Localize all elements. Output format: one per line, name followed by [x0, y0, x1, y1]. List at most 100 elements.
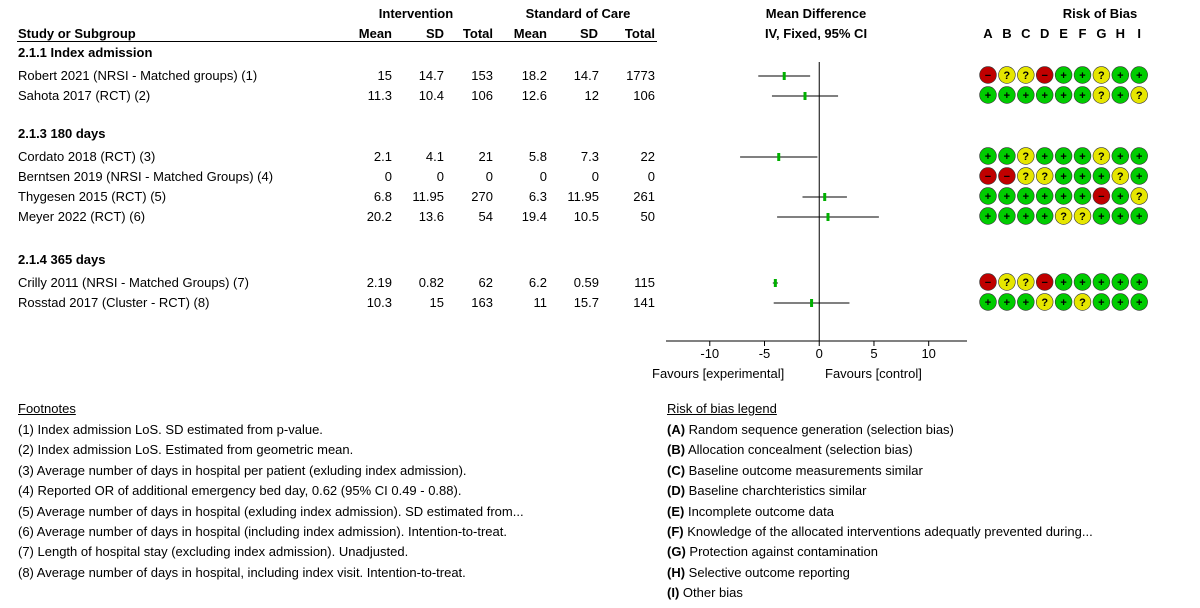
- col-total-2: Total: [624, 26, 655, 41]
- intervention-total: 0: [485, 169, 493, 184]
- rob-legend-text: Other bias: [682, 585, 743, 601]
- point-estimate: [777, 153, 781, 161]
- col-sd-2: SD: [579, 26, 598, 41]
- soc-sd: 12: [584, 88, 599, 103]
- rob-title: Risk of Bias: [1062, 6, 1138, 21]
- rob-dot-symbol: +: [1117, 297, 1123, 309]
- rob-dot-symbol: +: [985, 297, 991, 309]
- rob-legend-item: (I) Other bias: [667, 585, 743, 600]
- rob-dot-symbol: ?: [1098, 90, 1105, 102]
- soc-sd: 14.7: [573, 68, 599, 83]
- x-tick-label: 0: [816, 346, 823, 361]
- rob-dot-low: [1054, 66, 1073, 84]
- rob-letter-c: C: [1021, 26, 1031, 41]
- rob-letter-g: G: [1096, 26, 1107, 41]
- rob-dot-high: [979, 66, 997, 84]
- intervention-sd: 0.82: [418, 275, 444, 290]
- rob-dot-symbol: ?: [1136, 90, 1143, 102]
- rob-dot-symbol: +: [1041, 90, 1047, 102]
- rob-dot-low: [1130, 293, 1148, 311]
- rob-dot-low: [1111, 147, 1130, 165]
- intervention-mean: 20.2: [366, 209, 392, 224]
- rob-dot-unclear: [1017, 66, 1035, 84]
- rob-dot-symbol: −: [1041, 70, 1047, 82]
- intervention-mean: 2.19: [366, 275, 392, 290]
- col-total-1: Total: [462, 26, 493, 41]
- rob-legend-key: (F): [667, 524, 684, 539]
- rob-dot-symbol: +: [1117, 211, 1123, 223]
- rob-dot-symbol: +: [1098, 297, 1104, 309]
- rob-dot-symbol: +: [1098, 211, 1104, 223]
- rob-dot-symbol: +: [1004, 90, 1010, 102]
- soc-header: Standard of Care: [525, 6, 631, 21]
- rob-dot-low: [1111, 187, 1130, 205]
- study-name: Robert 2021 (NRSI - Matched groups) (1): [18, 68, 258, 83]
- rob-letter-i: I: [1137, 26, 1141, 41]
- rob-dot-unclear: [1017, 147, 1035, 165]
- rob-dot-symbol: +: [1004, 211, 1010, 223]
- rob-legend-key: (H): [667, 564, 686, 580]
- rob-dot-low: [1111, 273, 1130, 291]
- intervention-total: 270: [471, 189, 493, 204]
- point-estimate: [810, 299, 814, 307]
- rob-dot-symbol: −: [1004, 171, 1010, 183]
- rob-dot-low: [1017, 187, 1035, 205]
- rob-legend-item: (A) Random sequence generation (selectio…: [667, 422, 954, 437]
- footnote-item: (5) Average number of days in hospital (…: [18, 503, 524, 519]
- rob-legend-key: (E): [667, 503, 685, 519]
- rob-dot-symbol: −: [985, 171, 991, 183]
- x-tick-label: -10: [700, 346, 719, 361]
- rob-dot-symbol: ?: [1004, 277, 1011, 289]
- rob-dot-symbol: +: [1098, 171, 1104, 183]
- rob-dot-low: [998, 187, 1016, 205]
- rob-dot-symbol: ?: [1098, 70, 1105, 82]
- rob-dot-low: [1073, 167, 1092, 185]
- rob-dot-low: [1073, 86, 1092, 104]
- rob-dot-low: [979, 207, 997, 225]
- rob-legend-item: (H) Selective outcome reporting: [667, 565, 850, 580]
- rob-dot-high: [979, 273, 997, 291]
- rob-dot-unclear: [1073, 207, 1092, 225]
- rob-dot-high: [1035, 66, 1054, 84]
- rob-dot-symbol: ?: [1022, 171, 1029, 183]
- rob-dot-low: [1035, 86, 1054, 104]
- rob-legend-key: (B): [667, 442, 686, 458]
- rob-legend-item: (B) Allocation concealment (selection bi…: [667, 442, 913, 457]
- intervention-sd: 13.6: [418, 209, 444, 224]
- intervention-mean: 6.8: [373, 189, 392, 204]
- rob-dot-symbol: +: [1023, 211, 1029, 223]
- footnote-item: (8) Average number of days in hospital, …: [18, 564, 466, 580]
- rob-dot-symbol: +: [1041, 151, 1047, 163]
- intervention-mean: 10.3: [366, 295, 392, 310]
- rob-legend-key: (D): [667, 483, 686, 499]
- rob-dot-symbol: ?: [1079, 211, 1086, 223]
- rob-dot-symbol: +: [985, 211, 991, 223]
- rob-dot-low: [979, 86, 997, 104]
- rob-dot-unclear: [1017, 167, 1035, 185]
- rob-dot-low: [979, 147, 997, 165]
- rob-letter-e: E: [1059, 26, 1068, 41]
- rob-dot-symbol: +: [1117, 70, 1123, 82]
- rob-dot-symbol: ?: [1022, 151, 1029, 163]
- rob-dot-unclear: [1092, 147, 1111, 165]
- rob-legend-text: Protection against contamination: [689, 544, 879, 560]
- soc-total: 141: [633, 295, 655, 310]
- intervention-sd: 14.7: [418, 68, 444, 83]
- rob-dot-symbol: +: [1023, 90, 1029, 102]
- intervention-mean: 2.1: [373, 149, 392, 164]
- soc-mean: 18.2: [521, 68, 547, 83]
- rob-legend-text: Allocation concealment (selection bias): [687, 442, 913, 458]
- x-tick-label: 10: [921, 346, 935, 361]
- study-name: Thygesen 2015 (RCT) (5): [18, 189, 167, 204]
- footnote-item: (4) Reported OR of additional emergency …: [18, 483, 462, 499]
- rob-dot-high: [998, 167, 1016, 185]
- rob-dot-low: [1035, 187, 1054, 205]
- rob-dot-unclear: [1035, 293, 1054, 311]
- intervention-mean: 15: [377, 68, 392, 83]
- rob-dot-symbol: +: [1136, 297, 1142, 309]
- intervention-total: 21: [478, 149, 493, 164]
- intervention-sd: 0: [436, 169, 444, 184]
- soc-sd: 11.95: [567, 189, 599, 204]
- rob-dot-symbol: ?: [1004, 70, 1011, 82]
- rob-dot-low: [1130, 66, 1148, 84]
